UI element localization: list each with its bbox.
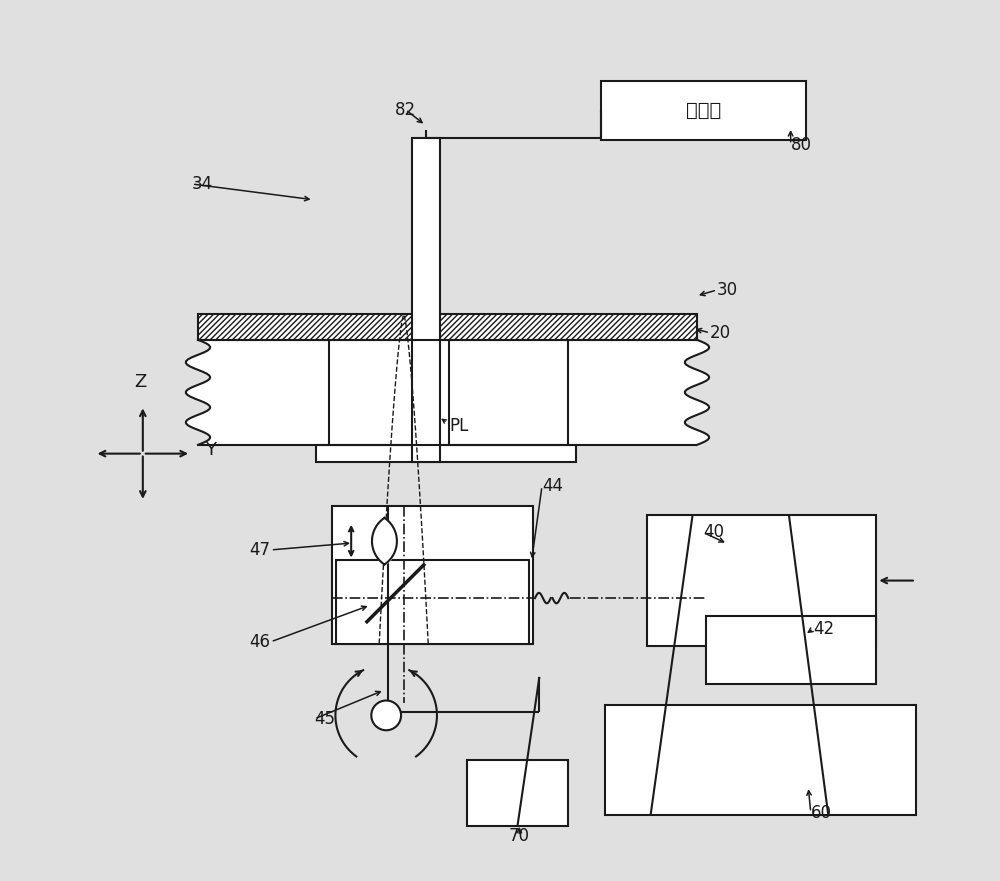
Text: 20: 20 bbox=[710, 324, 731, 342]
Text: 46: 46 bbox=[250, 633, 271, 651]
Text: 47: 47 bbox=[250, 541, 271, 559]
Bar bbox=[601, 81, 806, 140]
Text: 82: 82 bbox=[395, 100, 416, 119]
Text: 42: 42 bbox=[813, 619, 835, 638]
Bar bbox=[706, 616, 876, 684]
Circle shape bbox=[371, 700, 401, 730]
Bar bbox=[467, 760, 568, 825]
Polygon shape bbox=[186, 340, 709, 445]
Bar bbox=[336, 560, 529, 644]
Text: 30: 30 bbox=[717, 281, 738, 299]
Text: 45: 45 bbox=[314, 710, 335, 728]
Text: 34: 34 bbox=[192, 175, 213, 193]
Text: 80: 80 bbox=[791, 136, 812, 153]
Bar bbox=[332, 507, 533, 644]
Bar bbox=[412, 138, 440, 463]
Text: Z: Z bbox=[134, 374, 146, 391]
Bar bbox=[198, 314, 697, 340]
Text: 70: 70 bbox=[509, 827, 530, 845]
Text: 真空泵: 真空泵 bbox=[686, 101, 721, 120]
Bar bbox=[647, 515, 876, 647]
Text: 44: 44 bbox=[542, 477, 563, 495]
Bar bbox=[605, 705, 916, 815]
Bar bbox=[316, 445, 576, 463]
Text: Y: Y bbox=[205, 441, 216, 459]
Text: PL: PL bbox=[449, 417, 469, 434]
Text: 40: 40 bbox=[703, 523, 724, 542]
Text: 60: 60 bbox=[811, 803, 832, 822]
